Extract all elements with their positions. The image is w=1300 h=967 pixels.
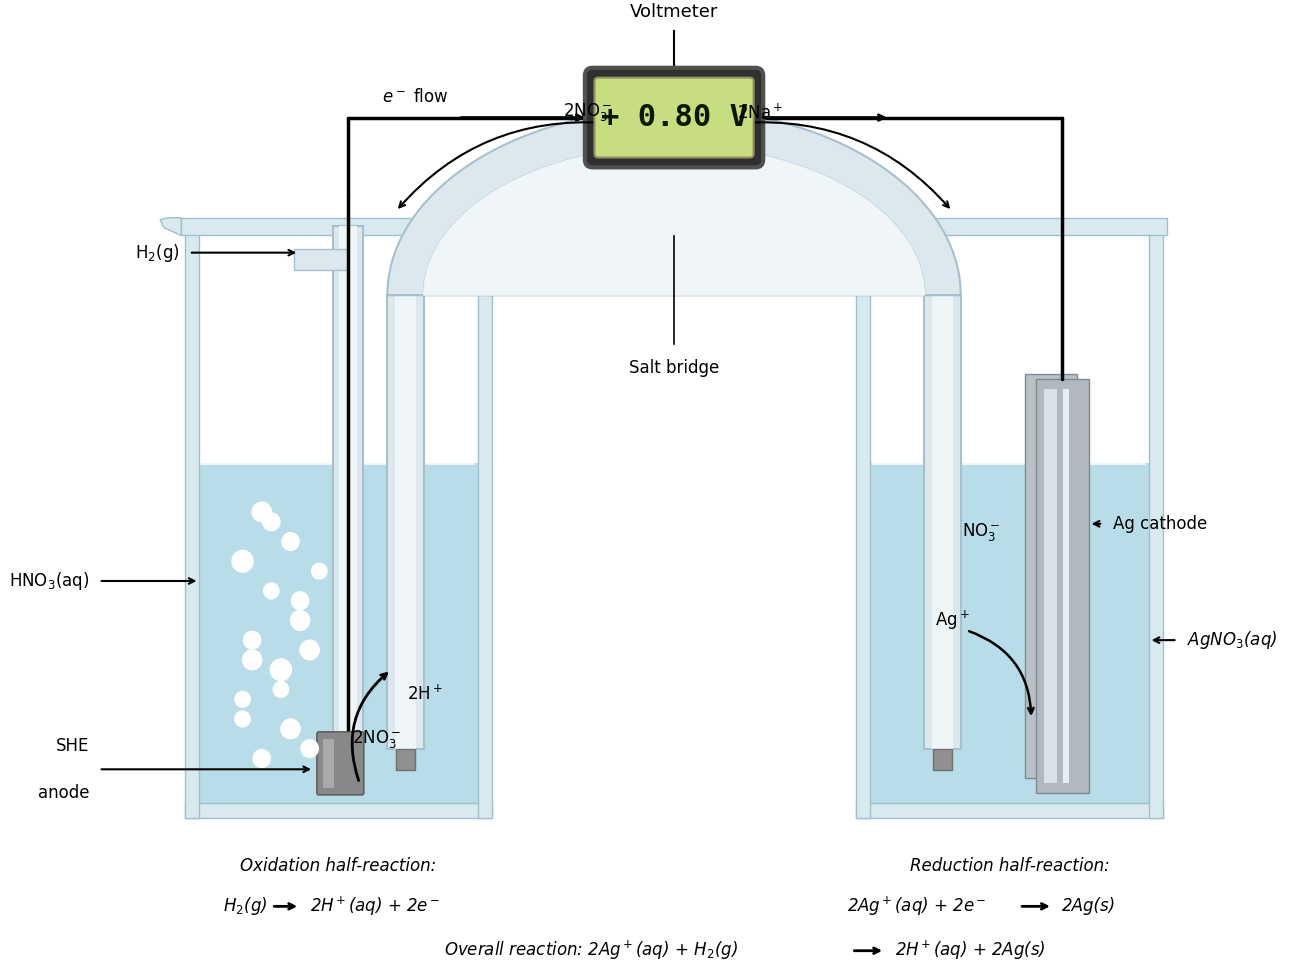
Bar — [867, 462, 1152, 806]
Text: SHE: SHE — [56, 737, 90, 754]
Bar — [395, 285, 416, 748]
Text: anode: anode — [38, 784, 90, 802]
FancyBboxPatch shape — [317, 732, 364, 795]
Text: 2Ag(s): 2Ag(s) — [1062, 897, 1117, 916]
Text: Salt bridge: Salt bridge — [629, 359, 719, 377]
Text: Ag$^+$: Ag$^+$ — [935, 609, 970, 632]
FancyBboxPatch shape — [594, 77, 754, 158]
Text: $e^-$ flow: $e^-$ flow — [382, 88, 448, 105]
Bar — [924, 295, 961, 748]
Text: + 0.80 V: + 0.80 V — [601, 103, 748, 132]
Circle shape — [235, 691, 250, 707]
Bar — [853, 218, 1167, 236]
Bar — [857, 226, 870, 818]
Bar — [333, 226, 364, 793]
Polygon shape — [387, 108, 961, 295]
Bar — [1063, 389, 1069, 783]
Text: 2NO$_3^-$: 2NO$_3^-$ — [352, 728, 402, 749]
Text: 2NO$_3^-$: 2NO$_3^-$ — [563, 101, 612, 123]
Bar — [294, 249, 348, 271]
Circle shape — [282, 533, 299, 550]
Bar — [181, 218, 495, 236]
Text: 2H$^+$(aq) + 2Ag(s): 2H$^+$(aq) + 2Ag(s) — [894, 939, 1045, 962]
Circle shape — [235, 711, 250, 727]
Circle shape — [231, 550, 254, 572]
Bar — [185, 804, 491, 818]
FancyBboxPatch shape — [585, 68, 763, 167]
Circle shape — [302, 740, 318, 757]
Text: H$_2$(g): H$_2$(g) — [135, 242, 179, 264]
Text: HNO$_3$(aq): HNO$_3$(aq) — [9, 570, 90, 592]
Bar — [185, 226, 199, 818]
Circle shape — [273, 682, 289, 697]
Bar — [1024, 374, 1078, 778]
Circle shape — [254, 749, 270, 768]
Circle shape — [263, 513, 280, 531]
Circle shape — [290, 610, 309, 630]
Bar — [478, 226, 491, 818]
Bar — [322, 739, 334, 788]
Bar — [339, 226, 356, 793]
Bar — [396, 748, 415, 771]
Circle shape — [264, 583, 280, 599]
Circle shape — [252, 502, 272, 522]
Text: AgNO$_3$(aq): AgNO$_3$(aq) — [1187, 630, 1278, 651]
Circle shape — [300, 640, 320, 659]
Circle shape — [281, 719, 300, 739]
Bar — [933, 748, 952, 771]
Circle shape — [291, 592, 308, 609]
Bar — [387, 295, 424, 748]
Bar — [1036, 379, 1088, 793]
Polygon shape — [160, 218, 181, 236]
Bar — [1044, 389, 1057, 783]
Circle shape — [312, 563, 326, 579]
Bar — [857, 804, 1164, 818]
Circle shape — [243, 631, 261, 649]
Text: Voltmeter: Voltmeter — [630, 4, 718, 21]
Text: 2Na$^+$: 2Na$^+$ — [737, 103, 784, 123]
Text: Reduction half-reaction:: Reduction half-reaction: — [910, 857, 1109, 875]
Bar — [1149, 226, 1164, 818]
Text: NO$_3^-$: NO$_3^-$ — [962, 520, 1000, 542]
Bar — [932, 285, 953, 748]
Polygon shape — [831, 218, 853, 236]
Circle shape — [270, 659, 291, 681]
Circle shape — [243, 650, 261, 670]
Text: Ag cathode: Ag cathode — [1113, 514, 1206, 533]
Text: H$_2$(g): H$_2$(g) — [224, 895, 268, 918]
Text: 2H$^+$(aq) + 2e$^-$: 2H$^+$(aq) + 2e$^-$ — [309, 894, 439, 918]
Bar — [196, 462, 481, 806]
Text: Oxidation half-reaction:: Oxidation half-reaction: — [240, 857, 437, 875]
Text: Overall reaction: 2Ag$^+$(aq) + H$_2$(g): Overall reaction: 2Ag$^+$(aq) + H$_2$(g) — [443, 939, 738, 962]
Text: 2Ag$^+$(aq) + 2e$^-$: 2Ag$^+$(aq) + 2e$^-$ — [846, 894, 987, 918]
Text: 2H$^+$: 2H$^+$ — [407, 685, 443, 704]
Polygon shape — [424, 146, 924, 295]
